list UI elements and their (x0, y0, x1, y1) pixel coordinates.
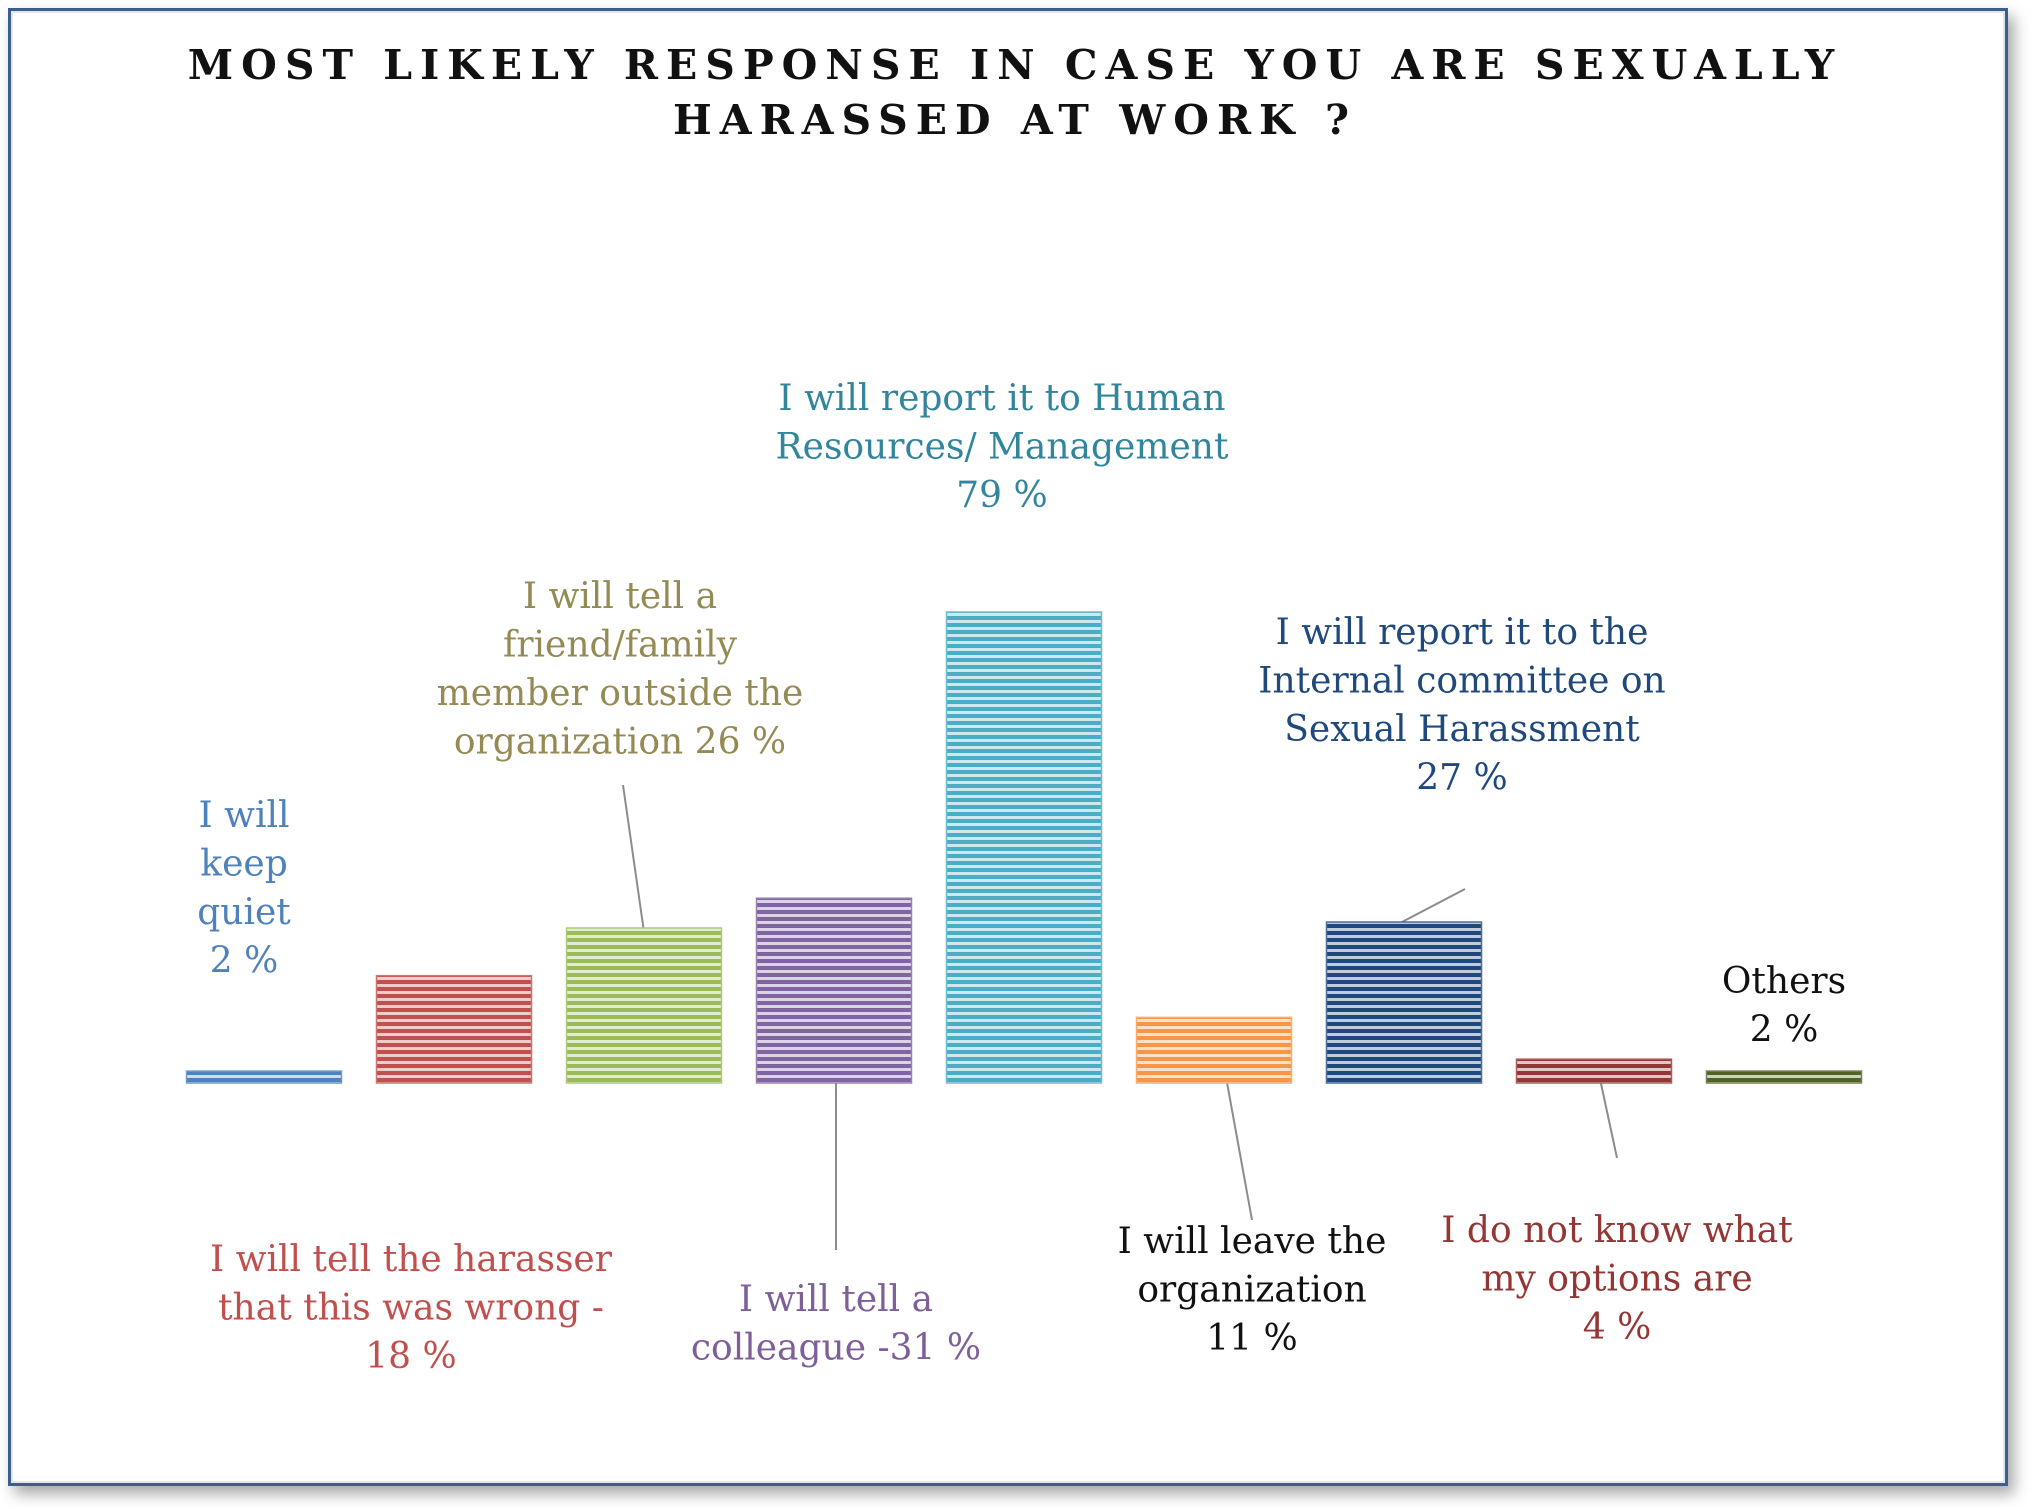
bar (375, 974, 533, 1084)
bar (565, 927, 723, 1084)
chart-title-line-1: MOST LIKELY RESPONSE IN CASE YOU ARE SEX… (187, 41, 1843, 89)
data-label-line: friend/family (503, 625, 738, 666)
data-label-line: Internal committee on (1258, 661, 1665, 702)
data-label-line: 27 % (1416, 758, 1507, 799)
data-label-line: I do not know what (1441, 1210, 1793, 1251)
data-label-line: keep (200, 844, 287, 885)
data-label-line: I will report it to Human (778, 378, 1225, 419)
data-label: I will report it to the Internal committe… (1258, 612, 1665, 799)
data-label-line: organization (1137, 1270, 1366, 1311)
data-label-line: Resources/ Management (776, 427, 1229, 468)
data-label-line: I will tell a (523, 576, 717, 617)
leader-line (622, 784, 645, 933)
chart-title-line-2: HARASSED AT WORK ? (673, 96, 1357, 144)
data-label-line: 4 % (1583, 1307, 1652, 1348)
bar (185, 1070, 343, 1084)
bar (1515, 1058, 1673, 1084)
data-label-line: I will report it to the (1276, 612, 1649, 653)
data-label-line: Others (1722, 961, 1846, 1002)
data-label-line: Sexual Harassment (1284, 709, 1640, 750)
data-label-line: organization 26 % (454, 722, 786, 763)
data-label-line: I will (198, 795, 289, 836)
data-label: Others 2 % (1722, 961, 1846, 1051)
data-label-line: member outside the (437, 673, 804, 714)
data-label-line: 11 % (1206, 1318, 1297, 1359)
data-label-line: quiet (197, 892, 291, 933)
bar (1705, 1070, 1863, 1084)
data-label: I will keep quiet 2 % (197, 795, 291, 982)
data-label-line: I will leave the (1118, 1221, 1387, 1262)
bars (185, 611, 1863, 1084)
data-label: I will report it to Human Resources/ Mana… (776, 378, 1229, 516)
bar (755, 897, 913, 1084)
data-label: I will tell the harasser that this was wr… (210, 1239, 613, 1377)
data-label-line: I will tell the harasser (210, 1239, 613, 1280)
data-label-line: 2 % (1750, 1010, 1819, 1051)
data-label-line: 79 % (956, 475, 1047, 516)
bar (1325, 921, 1483, 1084)
data-label: I will leave the organization 11 % (1118, 1221, 1387, 1359)
data-label-line: 2 % (210, 941, 279, 982)
data-label: I do not know what my options are 4 % (1441, 1210, 1793, 1348)
chart-title: MOST LIKELY RESPONSE IN CASE YOU ARE SEX… (0, 38, 2030, 148)
leader-line (1401, 888, 1466, 923)
data-label-line: my options are (1481, 1259, 1752, 1300)
data-label: I will tell a colleague -31 % (691, 1279, 981, 1369)
data-labels: I will keep quiet 2 % I will tell the harass… (197, 378, 1846, 1377)
data-label-line: colleague -31 % (691, 1328, 981, 1369)
data-label-line: I will tell a (739, 1279, 933, 1320)
bar (1135, 1016, 1293, 1084)
data-label-line: that this was wrong - (218, 1288, 604, 1329)
bar (945, 611, 1103, 1084)
data-label-line: 18 % (365, 1336, 456, 1377)
data-label: I will tell a friend/family member outside… (437, 576, 804, 763)
